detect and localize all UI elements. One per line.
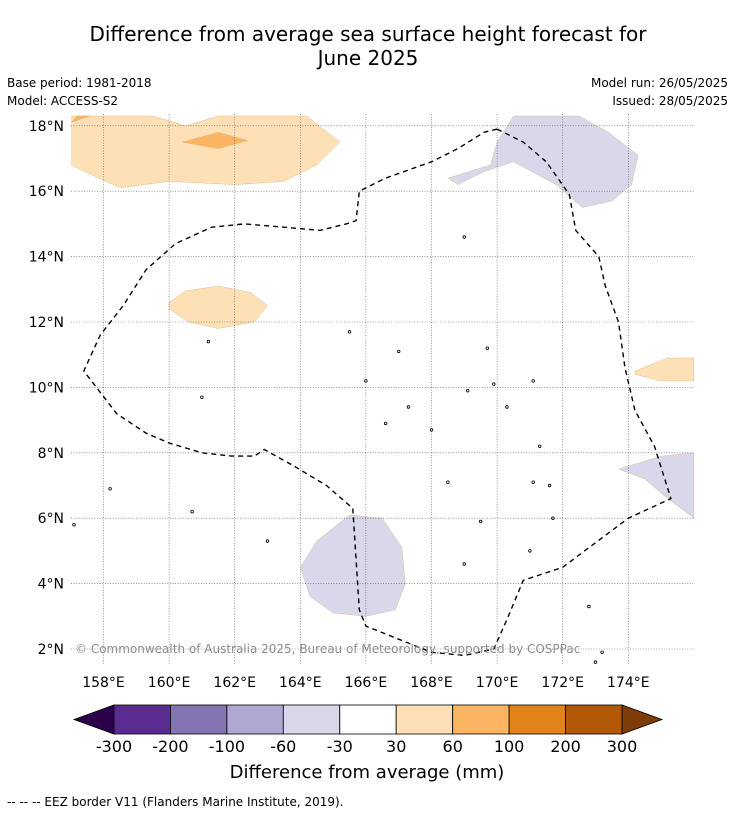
island-marker <box>397 349 401 354</box>
anomaly-region-3 <box>71 115 91 123</box>
island-marker <box>465 389 470 393</box>
colorbar-swatch <box>565 704 623 735</box>
anomaly-region-7 <box>617 452 695 519</box>
map-grid <box>71 114 695 665</box>
base-period-text: Base period: 1981-2018 <box>7 76 152 90</box>
lon-tick-label: 168°E <box>410 675 453 691</box>
island-marker <box>108 487 112 491</box>
lat-tick-label: 2°N <box>38 642 64 658</box>
chart-title-line1: Difference from average sea surface heig… <box>89 22 647 46</box>
map-eez-border-group <box>82 128 672 657</box>
lon-tick-label: 162°E <box>213 675 256 691</box>
lat-tick-label: 14°N <box>29 250 64 266</box>
colorbar-tick-label: 100 <box>494 737 525 756</box>
island-marker <box>429 428 434 432</box>
lon-tick-label: 174°E <box>607 675 650 691</box>
island-marker <box>265 539 270 543</box>
colorbar-tick-label: 30 <box>386 737 406 756</box>
lon-tick-label: 172°E <box>541 675 584 691</box>
colorbar-tick-label: -200 <box>152 737 188 756</box>
map-islands <box>72 235 604 664</box>
anomaly-region-5 <box>634 357 695 382</box>
anomaly-region-2 <box>182 132 249 149</box>
lat-tick-label: 16°N <box>29 184 64 200</box>
colorbar-under-arrow <box>72 704 115 735</box>
island-marker <box>206 339 211 344</box>
island-marker <box>446 480 450 484</box>
footnote-text: -- -- -- EEZ border V11 (Flanders Marine… <box>7 795 344 809</box>
island-marker <box>528 549 532 553</box>
lat-tick-label: 4°N <box>38 577 64 593</box>
lat-tick-label: 12°N <box>29 315 64 331</box>
colorbar-swatch <box>226 704 284 735</box>
colorbar-swatch <box>282 704 341 735</box>
anomaly-region-6 <box>447 115 639 208</box>
lon-tick-label: 164°E <box>279 675 322 691</box>
colorbar-swatch <box>508 704 566 735</box>
colorbar-tick-label: -60 <box>270 737 296 756</box>
island-marker <box>492 382 496 386</box>
meta-right: Model run: 26/05/2025 Issued: 28/05/2025 <box>591 74 728 110</box>
copyright-text: © Commonwealth of Australia 2025, Bureau… <box>75 642 580 656</box>
island-marker <box>593 660 598 664</box>
island-marker <box>505 405 509 409</box>
model-text: Model: ACCESS-S2 <box>7 94 119 108</box>
anomaly-region-1 <box>71 115 341 189</box>
model-run-text: Model run: 26/05/2025 <box>590 76 728 90</box>
colorbar-tick-label: 60 <box>443 737 463 756</box>
island-marker <box>72 523 76 527</box>
island-marker <box>479 519 483 524</box>
island-marker <box>190 510 194 514</box>
chart-title: Difference from average sea surface heig… <box>0 22 736 70</box>
lon-tick-label: 170°E <box>476 675 519 691</box>
map-fill-regions <box>71 115 695 617</box>
colorbar-tick-label: 200 <box>550 737 581 756</box>
island-marker <box>200 395 204 399</box>
colorbar-tick-label: 300 <box>607 737 638 756</box>
colorbar-over-arrow <box>621 704 664 735</box>
island-marker <box>347 330 352 334</box>
anomaly-region-4 <box>168 285 268 329</box>
colorbar-swatch <box>452 704 510 735</box>
lat-tick-label: 18°N <box>29 119 64 135</box>
island-marker <box>600 650 604 654</box>
issued-text: Issued: 28/05/2025 <box>612 94 728 108</box>
colorbar-title: Difference from average (mm) <box>230 762 505 783</box>
island-marker <box>485 346 489 350</box>
colorbar-swatch <box>339 704 397 735</box>
island-marker <box>587 604 591 609</box>
map-axis-ticks: 158°E 160°E 162°E 164°E 166°E 168°E 170°E 172°E… <box>29 119 650 691</box>
island-marker <box>531 379 535 383</box>
chart-title-line2: June 2025 <box>317 46 419 70</box>
island-marker <box>462 235 466 239</box>
lon-tick-label: 160°E <box>148 675 191 691</box>
island-marker <box>531 480 535 484</box>
island-marker <box>538 444 542 448</box>
colorbar: -300 -200 -100 -60 -30 30 60 100 200 300 <box>72 704 664 756</box>
lon-tick-label: 158°E <box>82 675 125 691</box>
colorbar-tick-label: -100 <box>209 737 245 756</box>
island-marker <box>462 562 466 566</box>
colorbar-swatch <box>169 704 228 735</box>
island-marker <box>406 405 411 409</box>
lon-tick-label: 166°E <box>345 675 388 691</box>
meta-left: Base period: 1981-2018 Model: ACCESS-S2 <box>7 74 152 110</box>
colorbar-swatch <box>113 704 171 735</box>
lat-tick-label: 10°N <box>29 380 64 396</box>
anomaly-region-8 <box>300 514 406 617</box>
lat-tick-label: 8°N <box>38 446 64 462</box>
island-marker <box>547 483 552 488</box>
island-marker <box>383 421 388 426</box>
colorbar-tick-label: -30 <box>327 737 353 756</box>
lat-tick-label: 6°N <box>38 511 64 527</box>
island-marker <box>364 379 368 383</box>
eez-border <box>82 128 672 657</box>
island-marker <box>551 516 555 520</box>
colorbar-tick-label: -300 <box>96 737 132 756</box>
colorbar-swatch <box>395 704 454 735</box>
